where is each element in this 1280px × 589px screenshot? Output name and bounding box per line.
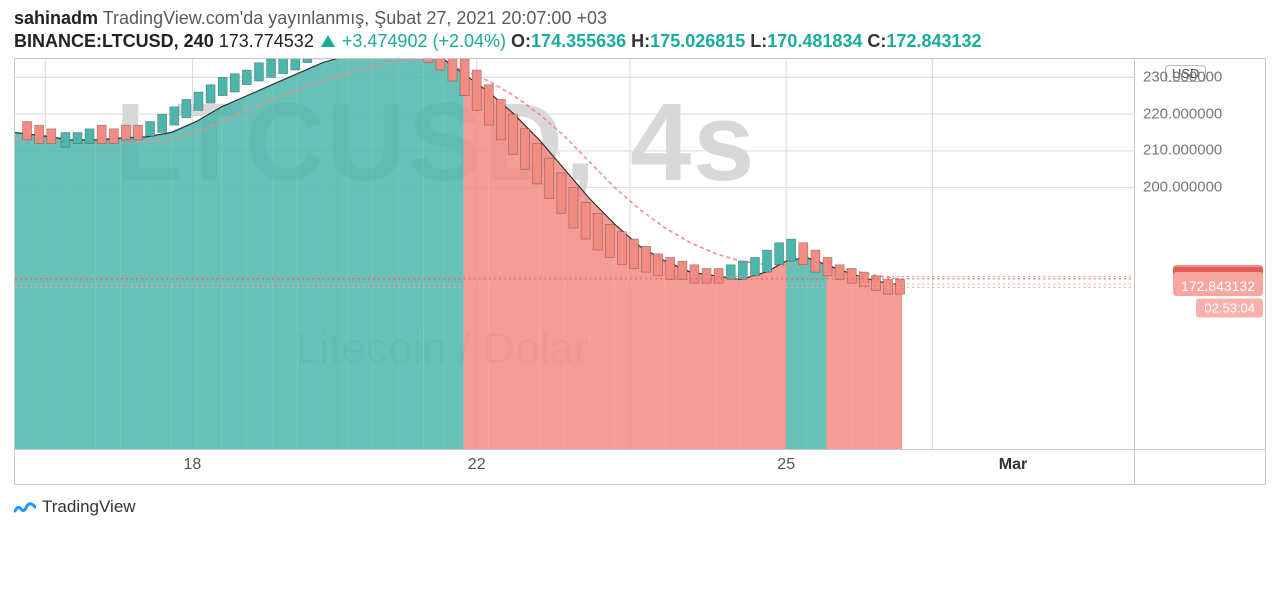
- chart-plot[interactable]: LTCUSD, 4s Litecoin / Dolar: [15, 59, 1134, 449]
- tradingview-logo-icon: [14, 499, 36, 515]
- low-value: 170.481834: [767, 31, 862, 51]
- change-pct: (+2.04%): [432, 31, 506, 51]
- close-value: 172.843132: [886, 31, 981, 51]
- high-label: H:: [631, 31, 650, 51]
- price-label: 172.843132: [1173, 276, 1263, 296]
- direction-up-icon: [321, 35, 335, 47]
- footer: TradingView: [14, 497, 1266, 517]
- time-axis-pad: [1134, 450, 1265, 484]
- xtick: 25: [777, 456, 795, 474]
- symbol-bar: BINANCE:LTCUSD, 240 173.774532 +3.474902…: [14, 31, 1266, 52]
- ytick: 210.000000: [1143, 142, 1222, 159]
- last-price: 173.774532: [219, 31, 314, 51]
- symbol: BINANCE:LTCUSD: [14, 31, 174, 51]
- xtick: 22: [468, 456, 486, 474]
- chart-svg: [15, 59, 1134, 449]
- publish-info: sahinadm TradingView.com'da yayınlanmış,…: [14, 8, 1266, 29]
- ytick: 200.000000: [1143, 178, 1222, 195]
- change-abs: +3.474902: [342, 31, 428, 51]
- price-axis[interactable]: USD 230.000000220.000000210.000000200.00…: [1134, 59, 1265, 449]
- xtick: Mar: [999, 456, 1027, 474]
- low-label: L:: [750, 31, 767, 51]
- brand-text: TradingView: [42, 497, 136, 517]
- published-text: TradingView.com'da yayınlanmış, Şubat 27…: [103, 8, 607, 28]
- high-value: 175.026815: [650, 31, 745, 51]
- username: sahinadm: [14, 8, 98, 28]
- xtick: 18: [184, 456, 202, 474]
- open-label: O:: [511, 31, 531, 51]
- close-label: C:: [867, 31, 886, 51]
- ytick: 230.000000: [1143, 69, 1222, 86]
- ytick: 220.000000: [1143, 105, 1222, 122]
- open-value: 174.355636: [531, 31, 626, 51]
- time-axis[interactable]: 18 22 25 Mar: [15, 450, 1134, 484]
- time-axis-container: 18 22 25 Mar: [14, 450, 1266, 485]
- countdown: 02:53:04: [1196, 298, 1263, 317]
- chart-container[interactable]: LTCUSD, 4s Litecoin / Dolar USD 230.0000…: [14, 58, 1266, 450]
- interval: 240: [184, 31, 214, 51]
